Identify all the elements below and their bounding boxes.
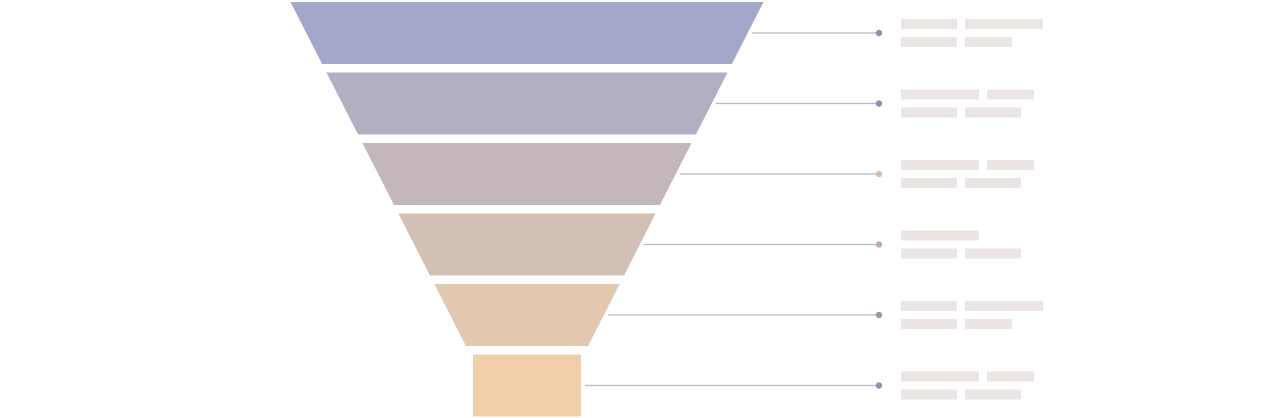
stage-label-placeholder xyxy=(965,107,1021,118)
stage-label-placeholder xyxy=(901,160,979,170)
stage-label-placeholder xyxy=(901,89,979,100)
funnel-stage-6 xyxy=(473,354,581,417)
stage-label-placeholder xyxy=(901,248,957,259)
stage-label-placeholder xyxy=(987,89,1034,100)
stage-label-placeholder xyxy=(965,37,1012,47)
stage-label-placeholder xyxy=(901,107,957,118)
stage-connector-dot-2 xyxy=(875,100,883,107)
funnel-stage-3 xyxy=(362,143,692,205)
stage-label-placeholder xyxy=(965,301,1043,311)
stage-label-placeholder xyxy=(901,389,957,400)
stage-label-placeholder xyxy=(901,19,957,29)
stage-label-placeholder xyxy=(901,230,979,241)
stage-label-placeholder xyxy=(901,37,957,47)
stage-label-placeholder xyxy=(965,319,1012,329)
stage-label-placeholder xyxy=(901,371,979,382)
stage-label-placeholder xyxy=(987,371,1034,382)
stage-connector-dot-5 xyxy=(875,311,883,319)
stage-connector-dot-4 xyxy=(875,241,883,248)
stage-label-placeholder xyxy=(901,178,957,188)
stage-label-placeholder xyxy=(965,389,1021,400)
stage-connector-dot-1 xyxy=(875,29,883,37)
funnel-stage-1 xyxy=(290,2,764,64)
stage-label-placeholder xyxy=(965,248,1021,259)
stage-label-placeholder xyxy=(965,178,1021,188)
funnel-stage-2 xyxy=(326,72,728,135)
stage-label-placeholder xyxy=(987,160,1034,170)
stage-label-placeholder xyxy=(901,301,957,311)
stage-label-placeholder xyxy=(965,19,1043,29)
funnel-stage-4 xyxy=(398,213,656,276)
funnel-stage-5 xyxy=(434,284,620,346)
stage-connector-dot-6 xyxy=(875,382,883,389)
stage-label-placeholder xyxy=(901,319,957,329)
stage-connector-dot-3 xyxy=(875,170,883,178)
